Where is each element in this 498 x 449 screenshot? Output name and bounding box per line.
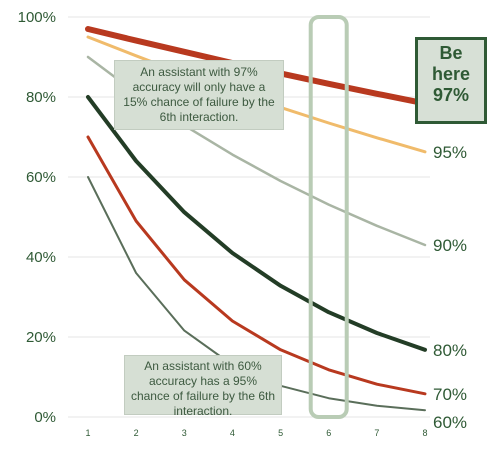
y-tick-0%: 0% — [34, 409, 56, 426]
x-tick-5: 5 — [278, 428, 283, 438]
be-here-line1: Be — [439, 43, 463, 63]
end-label-60pct: 60% — [433, 413, 467, 432]
end-label-80pct: 80% — [433, 341, 467, 360]
x-tick-2: 2 — [134, 428, 139, 438]
x-tick-8: 8 — [422, 428, 427, 438]
series-end-labels: 95% 90% 80% 70% 60% — [433, 143, 467, 432]
y-tick-60%: 60% — [26, 169, 56, 186]
callout-60-text: An assistant with 60% accuracy has a 95%… — [130, 359, 276, 418]
y-tick-80%: 80% — [26, 89, 56, 106]
end-label-70pct: 70% — [433, 385, 467, 404]
series-line-80pct — [86, 95, 427, 352]
series-line-70pct — [86, 135, 427, 396]
x-tick-1: 1 — [85, 428, 90, 438]
x-tick-6: 6 — [326, 428, 331, 438]
callout-97-accuracy: An assistant with 97% accuracy will only… — [114, 60, 284, 130]
callout-97-text: An assistant with 97% accuracy will only… — [123, 65, 275, 124]
end-label-95pct: 95% — [433, 143, 467, 162]
be-here-badge: Be here 97% — [415, 37, 487, 124]
interaction-6-highlight — [308, 15, 349, 419]
end-label-90pct: 90% — [433, 236, 467, 255]
y-tick-20%: 20% — [26, 329, 56, 346]
y-tick-100%: 100% — [18, 9, 56, 26]
x-tick-4: 4 — [230, 428, 235, 438]
y-tick-40%: 40% — [26, 249, 56, 266]
x-tick-7: 7 — [374, 428, 379, 438]
be-here-line2: here — [431, 64, 471, 84]
y-tick-labels: 0% 20% 40% 60% 80% 100% — [18, 9, 56, 426]
be-here-line3: 97% — [432, 85, 470, 105]
x-tick-labels: 1 2 3 4 5 6 7 8 — [85, 428, 427, 438]
callout-60-accuracy: An assistant with 60% accuracy has a 95%… — [124, 355, 282, 418]
x-tick-3: 3 — [182, 428, 187, 438]
